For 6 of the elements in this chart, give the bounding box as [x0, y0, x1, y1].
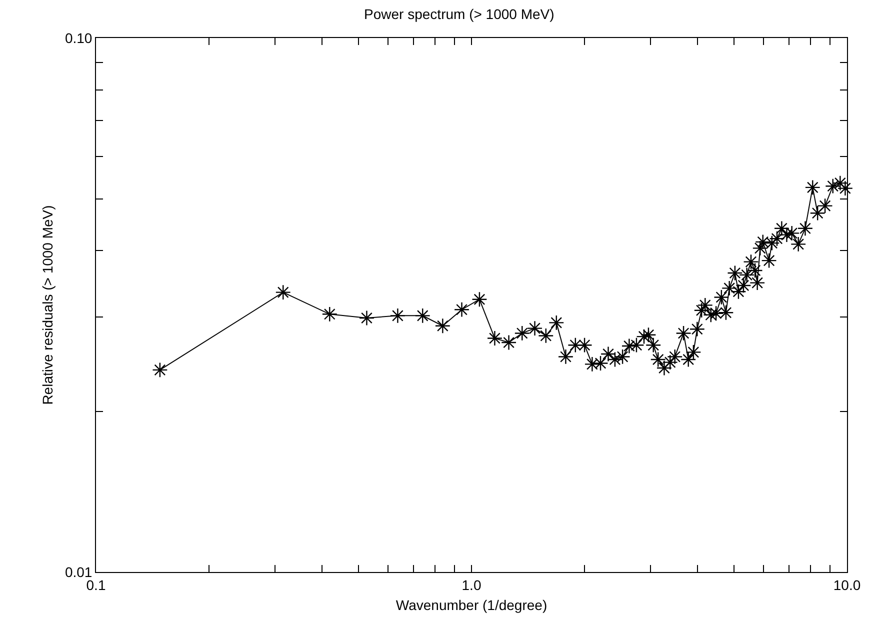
- y-axis-title: Relative residuals (> 1000 MeV): [40, 205, 56, 405]
- y-tick-label: 0.10: [64, 30, 92, 46]
- chart-title: Power spectrum (> 1000 MeV): [364, 6, 554, 22]
- x-axis-title: Wavenumber (1/degree): [396, 597, 548, 614]
- x-tick-label: 1.0: [462, 576, 482, 593]
- x-tick-label: 10.0: [833, 576, 861, 593]
